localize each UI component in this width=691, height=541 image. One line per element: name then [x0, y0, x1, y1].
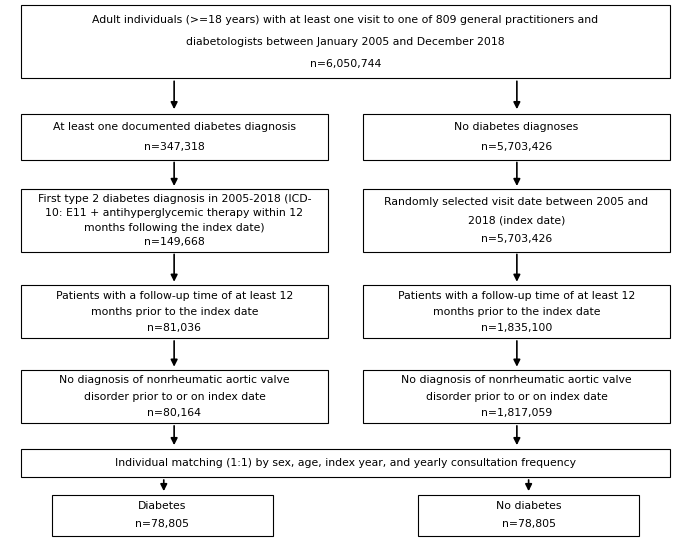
FancyBboxPatch shape — [52, 495, 273, 536]
Text: Patients with a follow-up time of at least 12: Patients with a follow-up time of at lea… — [56, 291, 293, 301]
Text: Randomly selected visit date between 2005 and: Randomly selected visit date between 200… — [384, 196, 649, 207]
FancyBboxPatch shape — [418, 495, 639, 536]
Text: n=78,805: n=78,805 — [135, 519, 189, 529]
Text: Individual matching (1:1) by sex, age, index year, and yearly consultation frequ: Individual matching (1:1) by sex, age, i… — [115, 458, 576, 468]
Text: No diabetes: No diabetes — [496, 502, 561, 511]
Text: At least one documented diabetes diagnosis: At least one documented diabetes diagnos… — [53, 122, 296, 131]
FancyBboxPatch shape — [21, 449, 670, 477]
Text: n=78,805: n=78,805 — [502, 519, 556, 529]
Text: months prior to the index date: months prior to the index date — [91, 307, 258, 316]
FancyBboxPatch shape — [363, 189, 670, 252]
Text: Patients with a follow-up time of at least 12: Patients with a follow-up time of at lea… — [398, 291, 635, 301]
Text: months following the index date): months following the index date) — [84, 223, 265, 233]
Text: 2018 (index date): 2018 (index date) — [468, 215, 565, 226]
FancyBboxPatch shape — [21, 114, 328, 160]
Text: n=81,036: n=81,036 — [147, 322, 202, 333]
Text: diabetologists between January 2005 and December 2018: diabetologists between January 2005 and … — [186, 37, 505, 47]
Text: n=80,164: n=80,164 — [147, 407, 202, 418]
Text: n=5,703,426: n=5,703,426 — [481, 234, 552, 245]
Text: 10: E11 + antihyperglycemic therapy within 12: 10: E11 + antihyperglycemic therapy with… — [46, 208, 303, 218]
Text: No diabetes diagnoses: No diabetes diagnoses — [455, 122, 578, 131]
FancyBboxPatch shape — [21, 189, 328, 252]
FancyBboxPatch shape — [21, 5, 670, 78]
Text: months prior to the index date: months prior to the index date — [433, 307, 600, 316]
Text: n=1,835,100: n=1,835,100 — [481, 322, 552, 333]
FancyBboxPatch shape — [21, 370, 328, 423]
Text: First type 2 diabetes diagnosis in 2005-2018 (ICD-: First type 2 diabetes diagnosis in 2005-… — [38, 194, 311, 204]
Text: No diagnosis of nonrheumatic aortic valve: No diagnosis of nonrheumatic aortic valv… — [59, 375, 290, 386]
Text: n=347,318: n=347,318 — [144, 142, 205, 151]
Text: No diagnosis of nonrheumatic aortic valve: No diagnosis of nonrheumatic aortic valv… — [401, 375, 632, 386]
Text: Diabetes: Diabetes — [138, 502, 187, 511]
FancyBboxPatch shape — [363, 370, 670, 423]
Text: n=1,817,059: n=1,817,059 — [481, 407, 552, 418]
Text: n=5,703,426: n=5,703,426 — [481, 142, 552, 151]
FancyBboxPatch shape — [21, 285, 328, 338]
FancyBboxPatch shape — [363, 285, 670, 338]
Text: n=149,668: n=149,668 — [144, 237, 205, 247]
Text: n=6,050,744: n=6,050,744 — [310, 59, 381, 69]
Text: disorder prior to or on index date: disorder prior to or on index date — [84, 392, 265, 401]
FancyBboxPatch shape — [363, 114, 670, 160]
Text: Adult individuals (>=18 years) with at least one visit to one of 809 general pra: Adult individuals (>=18 years) with at l… — [93, 15, 598, 25]
Text: disorder prior to or on index date: disorder prior to or on index date — [426, 392, 607, 401]
